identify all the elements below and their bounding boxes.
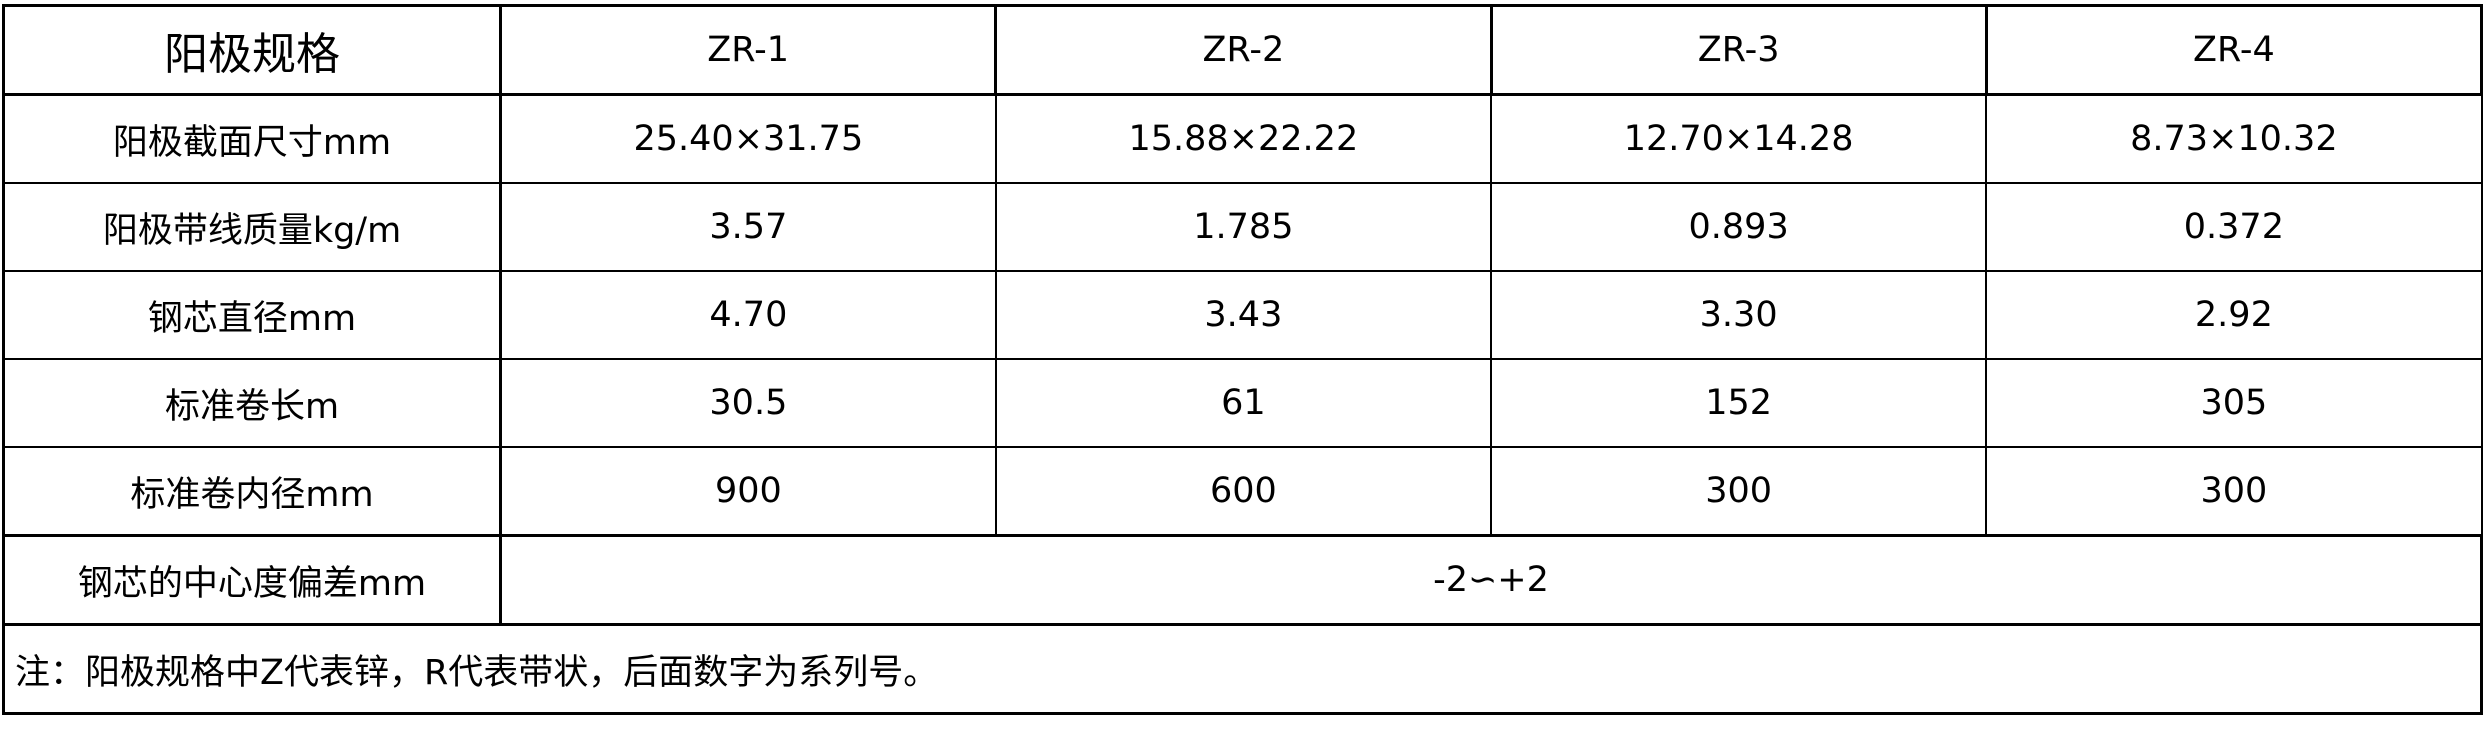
table-row: 阳极截面尺寸mm 25.40×31.75 15.88×22.22 12.70×14.2… bbox=[2, 93, 2483, 184]
table-cell: 8.73×10.32 bbox=[1985, 93, 2483, 184]
table-cell: 3.43 bbox=[994, 270, 1493, 360]
table-cell: 30.5 bbox=[499, 358, 997, 448]
center-deviation-row: 钢芯的中心度偏差mm -2∽+2 bbox=[2, 534, 2483, 626]
table-cell: 15.88×22.22 bbox=[994, 93, 1493, 184]
anode-spec-table: 阳极规格 ZR-1 ZR-2 ZR-3 ZR-4 阳极截面尺寸mm 25.40×3… bbox=[2, 4, 2484, 715]
row-label: 标准卷长m bbox=[2, 358, 502, 448]
table-cell: 600 bbox=[994, 446, 1493, 537]
note-text: 注：阳极规格中Z代表锌，R代表带状，后面数字为系列号。 bbox=[2, 623, 2483, 715]
table-cell: 61 bbox=[994, 358, 1493, 448]
table-row: 标准卷内径mm 900 600 300 300 bbox=[2, 446, 2483, 537]
table-cell: 0.372 bbox=[1985, 182, 2483, 272]
table-row: 钢芯直径mm 4.70 3.43 3.30 2.92 bbox=[2, 270, 2483, 360]
table-cell: 300 bbox=[1489, 446, 1988, 537]
header-row: 阳极规格 ZR-1 ZR-2 ZR-3 ZR-4 bbox=[2, 4, 2484, 96]
table-cell: 3.30 bbox=[1489, 270, 1988, 360]
table-row: 阳极带线质量kg/m 3.57 1.785 0.893 0.372 bbox=[2, 182, 2483, 272]
table-cell: 900 bbox=[499, 446, 997, 537]
table-cell: 3.57 bbox=[499, 182, 997, 272]
header-cell: ZR-1 bbox=[498, 4, 998, 96]
table-cell: 2.92 bbox=[1985, 270, 2483, 360]
table-cell: 0.893 bbox=[1489, 182, 1988, 272]
table-row: 标准卷长m 30.5 61 152 305 bbox=[2, 358, 2483, 448]
merged-value-cell: -2∽+2 bbox=[499, 534, 2483, 626]
table-cell: 4.70 bbox=[499, 270, 997, 360]
note-row: 注：阳极规格中Z代表锌，R代表带状，后面数字为系列号。 bbox=[2, 623, 2483, 715]
row-label: 阳极带线质量kg/m bbox=[2, 182, 502, 272]
header-label: 阳极规格 bbox=[2, 4, 502, 96]
row-label: 钢芯直径mm bbox=[2, 270, 502, 360]
row-label: 钢芯的中心度偏差mm bbox=[2, 534, 502, 626]
header-cell: ZR-4 bbox=[1984, 4, 2484, 96]
header-cell: ZR-2 bbox=[994, 4, 1493, 96]
table-cell: 152 bbox=[1489, 358, 1988, 448]
table-cell: 1.785 bbox=[994, 182, 1493, 272]
row-label: 标准卷内径mm bbox=[2, 446, 502, 537]
table-cell: 25.40×31.75 bbox=[499, 93, 997, 184]
table-cell: 12.70×14.28 bbox=[1489, 93, 1988, 184]
table-cell: 305 bbox=[1985, 358, 2483, 448]
header-cell: ZR-3 bbox=[1489, 4, 1988, 96]
table-cell: 300 bbox=[1985, 446, 2483, 537]
row-label: 阳极截面尺寸mm bbox=[2, 93, 502, 184]
